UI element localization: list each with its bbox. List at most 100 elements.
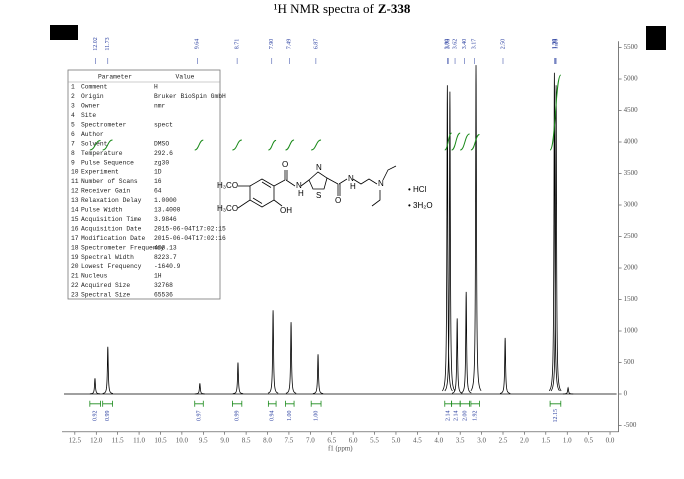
integral-label: 0.99 [105,411,111,422]
x-tick-label: 10.5 [154,436,167,444]
structure-label: H₃CO [217,181,238,190]
integral-label: 0.97 [196,411,202,422]
table-cell: 20 [71,263,79,270]
y-tick-label: 5000 [624,75,639,83]
table-cell: Receiver Gain [81,188,130,195]
peak-label: 12.02 [93,37,99,51]
peak [312,354,324,395]
peak-label: 1.30 [552,39,558,50]
peak-label: 7.49 [287,39,293,50]
y-tick-label: 1000 [624,327,639,335]
y-tick-label: 3000 [624,201,639,209]
table-cell: Author [81,131,104,138]
x-axis-label: f1 (ppm) [328,444,353,452]
table-cell: Nucleus [81,273,108,280]
peak [550,85,562,392]
table-cell: Lowest Frequency [81,263,142,270]
title-text: ¹H NMR spectra of [274,1,375,16]
integral-label: 2.14 [453,411,459,422]
integral-label: 1.92 [473,411,479,422]
x-tick-label: 2.5 [499,436,508,444]
table-cell: 2015-06-04T17:02:16 [154,235,226,242]
table-cell: 8 [71,150,75,157]
table-cell: 15 [71,216,79,223]
integral-curve [232,139,242,151]
table-cell: Temperature [81,150,123,157]
table-cell: 14 [71,207,79,214]
title-compound: Z-338 [378,1,411,16]
integral-bracket [102,400,113,407]
table-cell: Acquisition Date [81,225,142,232]
peak [460,291,472,394]
integral-label: 0.92 [93,411,99,422]
peak [451,318,463,394]
redaction [646,26,666,50]
table-cell: 22 [71,282,79,289]
y-tick-label: 2500 [624,232,639,240]
table-cell: 1H [154,273,162,280]
table-frame [67,69,221,300]
x-tick-label: 2.0 [520,436,529,444]
table-cell: Pulse Sequence [81,159,134,166]
bond [285,179,296,187]
integral-label: 2.14 [446,411,452,422]
table-cell: 12 [71,188,79,195]
table-cell: 3.9846 [154,216,177,223]
table-cell: 1 [71,84,75,91]
parameter-table: Parameter Value 1 Comment H 2 Origin Bruker Bio… [67,69,226,300]
table-cell: Bruker BioSpin GmbH [154,93,226,100]
bond [300,179,310,187]
benzene-ring [249,178,275,208]
x-tick-label: 3.0 [477,436,486,444]
table-cell: Relaxation Delay [81,197,142,204]
y-tick-label: 0 [624,390,628,398]
structure-label: N [296,181,302,190]
table-header: Parameter [98,74,132,81]
structure-label: • 3H₂O [408,201,433,210]
x-tick-label: 7.5 [285,436,294,444]
x-tick-label: 5.5 [370,436,379,444]
integral-bracket [549,400,562,407]
table-cell: Comment [81,84,108,91]
table-cell: 2015-06-04T17:02:15 [154,225,226,232]
x-tick-label: 0.0 [606,436,615,444]
table-cell: 8223.7 [154,254,177,261]
table-cell: 1.0000 [154,197,177,204]
peak [285,322,297,394]
integral-bracket [285,400,295,407]
peak [562,386,574,395]
peak-label: 3.80 [445,39,451,50]
table-cell: 64 [154,188,162,195]
integral-label: 2.00 [462,411,468,422]
table-cell: 400.13 [154,244,177,251]
table-cell: 292.6 [154,150,173,157]
table-cell: 18 [71,244,79,251]
table-cell: 23 [71,292,79,299]
structure-label: • HCl [408,185,427,194]
peak [194,383,205,395]
structure-label: O [335,196,341,205]
table-cell: DMSO [154,140,169,147]
bond [252,197,263,204]
structure-label: N [316,163,322,172]
peak-label: 3.62 [452,39,458,50]
peak-label: 1.28 [553,39,559,50]
integral-bracket [232,400,243,407]
peak-label: 8.71 [234,39,240,50]
bond [352,178,378,185]
structure-label: O [282,160,288,169]
bond [273,199,283,207]
bond [371,190,381,207]
x-tick-label: 8.5 [242,436,251,444]
y-tick-label: 5500 [624,43,639,51]
x-tick-label: 7.0 [306,436,315,444]
x-tick-label: 12.0 [90,436,103,444]
integral-bracket [444,400,453,407]
integral-bracket [470,400,480,407]
x-tick-label: 3.5 [456,436,465,444]
chart-title: ¹H NMR spectra of Z-338 [274,1,411,16]
x-tick-label: 1.5 [541,436,550,444]
table-cell: Spectrometer Frequency [81,244,164,251]
peak-label: 1.26 [553,39,559,50]
